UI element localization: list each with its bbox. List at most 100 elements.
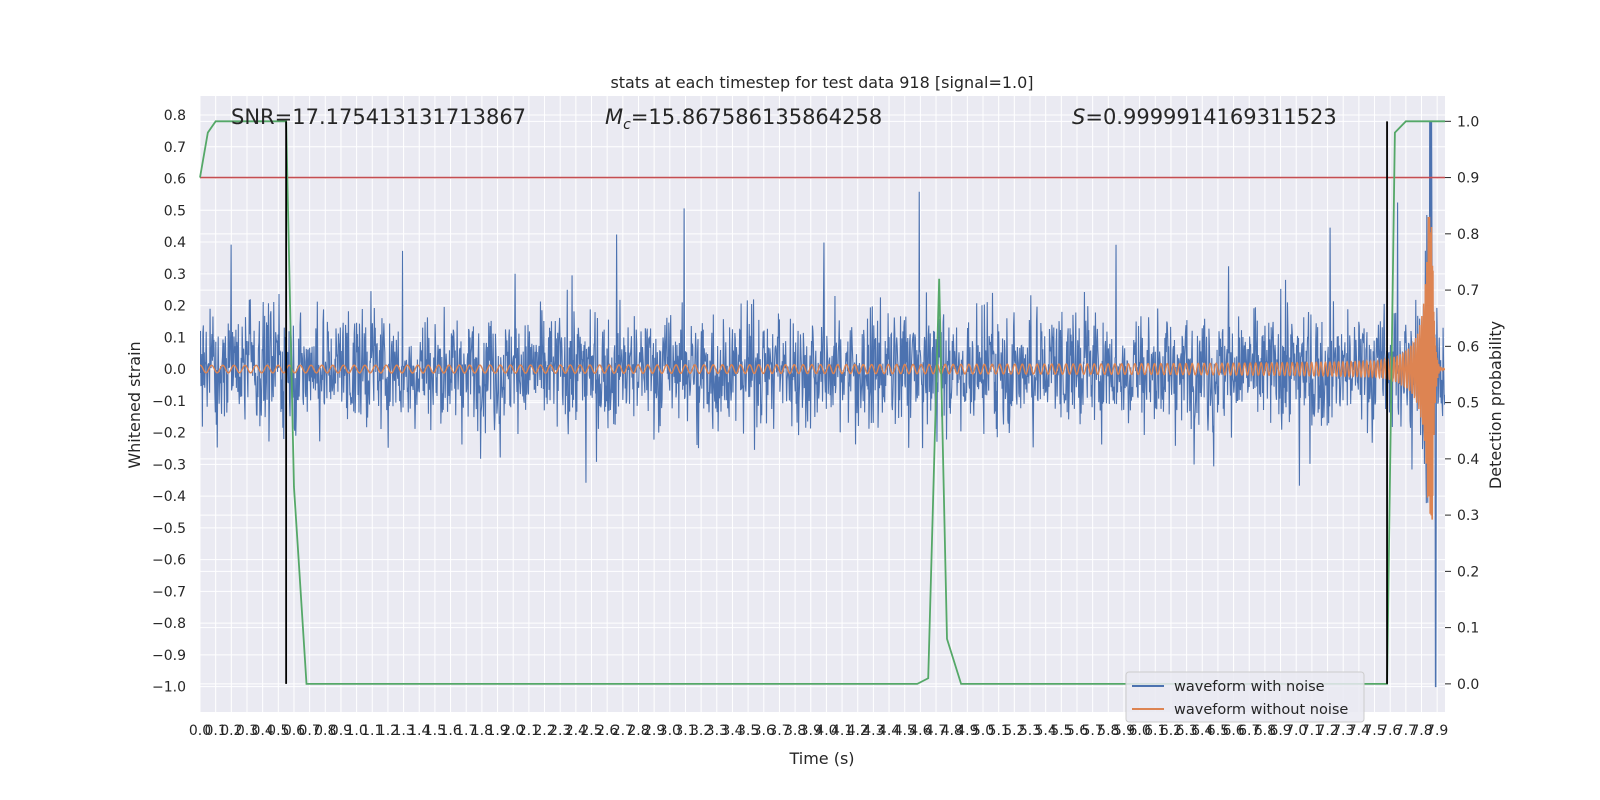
- x-tick-label: 3.4: [721, 723, 743, 739]
- plot-marks: [200, 121, 1445, 688]
- x-tick-label: 5.5: [1050, 723, 1072, 739]
- x-axis-label: Time (s): [788, 749, 854, 768]
- x-tick-label: 5.0: [972, 723, 994, 739]
- y-tick-label-right: 0.3: [1457, 508, 1479, 524]
- x-tick-label: 3.3: [706, 723, 728, 739]
- legend-box: [1125, 671, 1365, 723]
- x-tick-label: 2.7: [612, 723, 634, 739]
- x-tick-label: 1.2: [377, 723, 399, 739]
- x-tick-label: 6.2: [1160, 723, 1182, 739]
- x-tick-label: 4.0: [815, 723, 837, 739]
- x-tick-label: 4.7: [925, 723, 947, 739]
- y-tick-label-left: 0.3: [164, 267, 186, 283]
- y-tick-label-left: −1.0: [152, 680, 186, 696]
- x-tick-label: 3.8: [784, 723, 806, 739]
- legend-label-clean: waveform without noise: [1174, 702, 1348, 718]
- x-tick-label: 0.4: [252, 723, 274, 739]
- y-tick-label-left: 0.6: [164, 172, 186, 188]
- chirp-mass-value: =15.867586135864258: [631, 105, 882, 129]
- x-tick-label: 0.2: [220, 723, 242, 739]
- snr-annotation: SNR=17.175413131713867: [231, 105, 526, 129]
- series-waveform-with-noise: [200, 121, 1445, 688]
- y-tick-label-left: −0.8: [152, 616, 186, 632]
- x-tick-label: 1.7: [455, 723, 477, 739]
- y-tick-label-right: 0.6: [1457, 339, 1479, 355]
- x-tick-label: 5.7: [1082, 723, 1104, 739]
- x-tick-label: 6.1: [1144, 723, 1166, 739]
- x-tick-label: 6.6: [1222, 723, 1244, 739]
- x-tick-label: 1.8: [471, 723, 493, 739]
- y-tick-label-right: 0.1: [1457, 621, 1479, 637]
- x-tick-label: 0.9: [330, 723, 352, 739]
- x-tick-label: 1.9: [486, 723, 508, 739]
- x-tick-label: 4.8: [941, 723, 963, 739]
- y-tick-label-right: 0.0: [1457, 677, 1479, 693]
- x-tick-label: 4.3: [862, 723, 884, 739]
- x-tick-label: 2.9: [643, 723, 665, 739]
- y-tick-label-left: 0.5: [164, 203, 186, 219]
- x-tick-label: 6.3: [1175, 723, 1197, 739]
- x-tick-label: 5.9: [1113, 723, 1135, 739]
- plot-background: [200, 96, 1445, 712]
- x-tick-label: 3.6: [753, 723, 775, 739]
- y-tick-label-left: −0.2: [152, 426, 186, 442]
- chirp-mass-annotation: Mc=15.867586135864258: [605, 105, 882, 133]
- y-axis-label-left: Whitened strain: [125, 341, 144, 468]
- x-tick-label: 1.1: [361, 723, 383, 739]
- x-tick-label: 3.1: [674, 723, 696, 739]
- y-tick-label-left: 0.4: [164, 235, 186, 251]
- y-tick-label-right: 0.4: [1457, 452, 1479, 468]
- x-tick-label: 5.8: [1097, 723, 1119, 739]
- y-tick-label-left: −0.3: [152, 457, 186, 473]
- x-tick-label: 4.9: [956, 723, 978, 739]
- x-tick-label: 7.4: [1348, 723, 1370, 739]
- x-tick-label: 5.4: [1035, 723, 1057, 739]
- y-tick-label-left: 0.2: [164, 299, 186, 315]
- y-tick-label-right: 1.0: [1457, 114, 1479, 130]
- x-tick-label: 2.5: [580, 723, 602, 739]
- x-tick-label: 4.2: [847, 723, 869, 739]
- x-tick-label: 0.7: [298, 723, 320, 739]
- x-tick-label: 7.6: [1379, 723, 1401, 739]
- x-tick-label: 2.8: [627, 723, 649, 739]
- x-tick-label: 7.1: [1301, 723, 1323, 739]
- x-tick-label: 4.6: [909, 723, 931, 739]
- y-tick-label-left: 0.1: [164, 330, 186, 346]
- x-tick-label: 6.8: [1254, 723, 1276, 739]
- x-tick-label: 4.1: [831, 723, 853, 739]
- x-tick-label: 0.6: [283, 723, 305, 739]
- x-tick-label: 0.1: [205, 723, 227, 739]
- y-tick-label-left: −0.4: [152, 489, 186, 505]
- x-tick-label: 0.8: [314, 723, 336, 739]
- y-tick-label-right: 0.9: [1457, 171, 1479, 187]
- y-tick-label-left: 0.7: [164, 140, 186, 156]
- x-tick-label: 7.5: [1363, 723, 1385, 739]
- legend-label-noise: waveform with noise: [1174, 679, 1325, 695]
- x-tick-label: 3.7: [768, 723, 790, 739]
- x-tick-label: 6.7: [1238, 723, 1260, 739]
- x-tick-label: 2.0: [502, 723, 524, 739]
- x-tick-label: 7.3: [1332, 723, 1354, 739]
- chirp-mass-symbol: M: [605, 105, 623, 129]
- score-value: =0.9999914169311523: [1085, 105, 1336, 129]
- x-tick-label: 6.0: [1128, 723, 1150, 739]
- x-tick-label: 5.1: [988, 723, 1010, 739]
- x-tick-label: 2.2: [533, 723, 555, 739]
- x-tick-label: 1.0: [345, 723, 367, 739]
- x-tick-label: 5.6: [1066, 723, 1088, 739]
- legend: waveform with noise waveform without noi…: [1125, 671, 1365, 723]
- x-tick-label: 3.9: [800, 723, 822, 739]
- ticks: 0.00.10.20.30.40.50.60.70.80.91.01.11.21…: [152, 108, 1479, 739]
- series-waveform-without-noise: [200, 216, 1445, 520]
- x-tick-label: 2.1: [518, 723, 540, 739]
- x-tick-label: 6.4: [1191, 723, 1213, 739]
- x-tick-label: 4.4: [878, 723, 900, 739]
- x-tick-label: 1.5: [424, 723, 446, 739]
- x-tick-label: 7.8: [1410, 723, 1432, 739]
- chart-title: stats at each timestep for test data 918…: [610, 73, 1033, 92]
- x-tick-label: 2.3: [549, 723, 571, 739]
- y-tick-label-left: 0.8: [164, 108, 186, 124]
- score-symbol: S: [1072, 105, 1085, 129]
- x-tick-label: 2.6: [596, 723, 618, 739]
- y-tick-label-right: 0.2: [1457, 564, 1479, 580]
